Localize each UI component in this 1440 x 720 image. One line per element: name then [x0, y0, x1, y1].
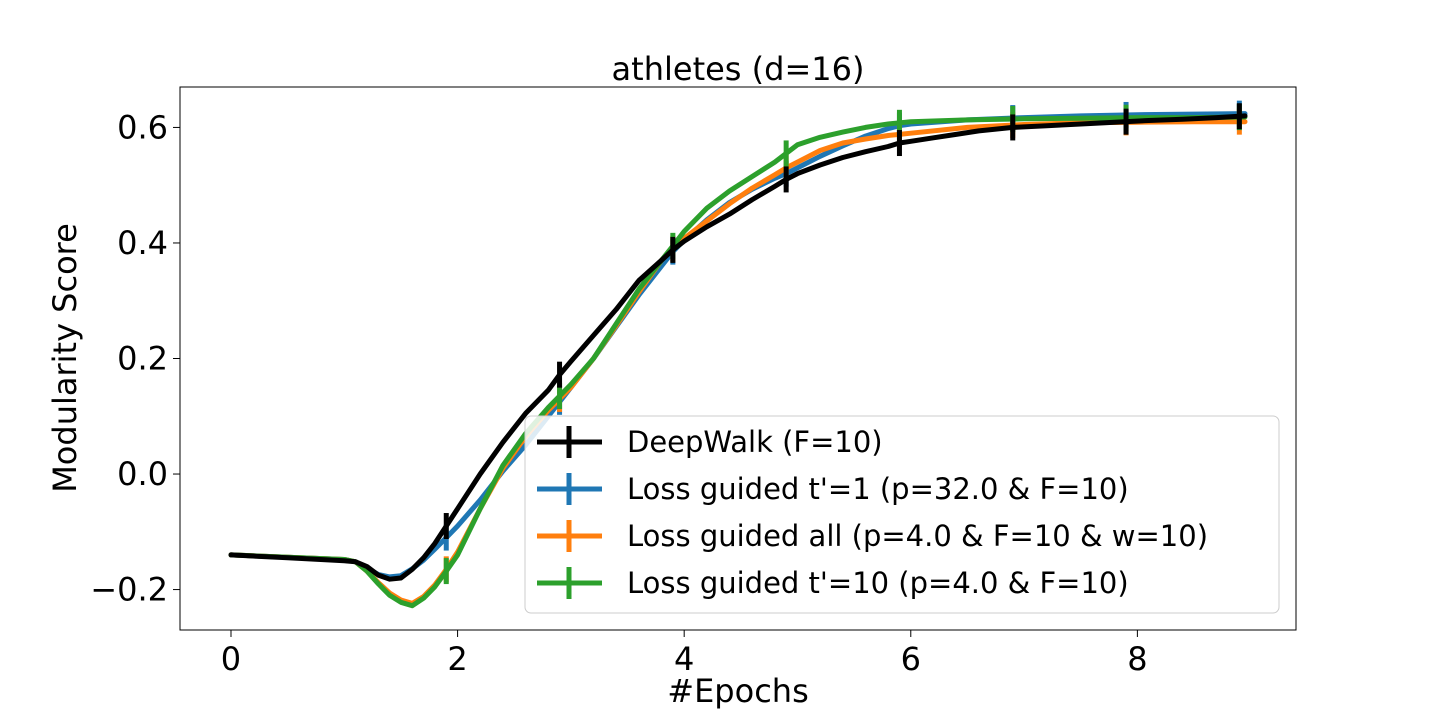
y-tick-label: 0.2 [117, 340, 168, 378]
legend-entry: DeepWalk (F=10) [537, 425, 883, 459]
legend-entry: Loss guided all (p=4.0 & F=10 & w=10) [537, 519, 1208, 553]
legend-entry: Loss guided t'=10 (p=4.0 & F=10) [537, 566, 1129, 600]
x-tick-label: 0 [221, 640, 241, 678]
y-tick-label: 0.4 [117, 224, 168, 262]
x-tick-label: 8 [1127, 640, 1147, 678]
legend-entries: DeepWalk (F=10) Loss guided t'=1 (p=32.0 … [537, 425, 1208, 600]
y-tick-label: 0.0 [117, 455, 168, 493]
series-layer [228, 100, 1248, 609]
y-tick-label: 0.6 [117, 108, 168, 146]
legend: DeepWalk (F=10) Loss guided t'=1 (p=32.0 … [524, 415, 1280, 614]
y-tick-label: −0.2 [90, 571, 168, 609]
legend-label: Loss guided t'=10 (p=4.0 & F=10) [627, 566, 1129, 600]
legend-label: DeepWalk (F=10) [627, 425, 883, 459]
legend-label: Loss guided t'=1 (p=32.0 & F=10) [627, 472, 1129, 506]
x-tick-label: 4 [674, 640, 694, 678]
legend-entry: Loss guided t'=1 (p=32.0 & F=10) [537, 472, 1129, 506]
x-axis-label: #Epochs [667, 672, 808, 710]
x-ticks: 0 2 4 6 8 [221, 630, 1148, 678]
plot-area: 0 2 4 6 8 −0.2 0.0 0.2 0.4 0.6 [90, 86, 1297, 678]
y-ticks: −0.2 0.0 0.2 0.4 0.6 [90, 108, 180, 609]
chart-title: athletes (d=16) [612, 50, 865, 88]
legend-box [524, 415, 1280, 614]
y-axis-label: Modularity Score [46, 223, 84, 493]
x-tick-label: 2 [447, 640, 467, 678]
x-tick-label: 6 [901, 640, 921, 678]
legend-label: Loss guided all (p=4.0 & F=10 & w=10) [627, 519, 1208, 553]
